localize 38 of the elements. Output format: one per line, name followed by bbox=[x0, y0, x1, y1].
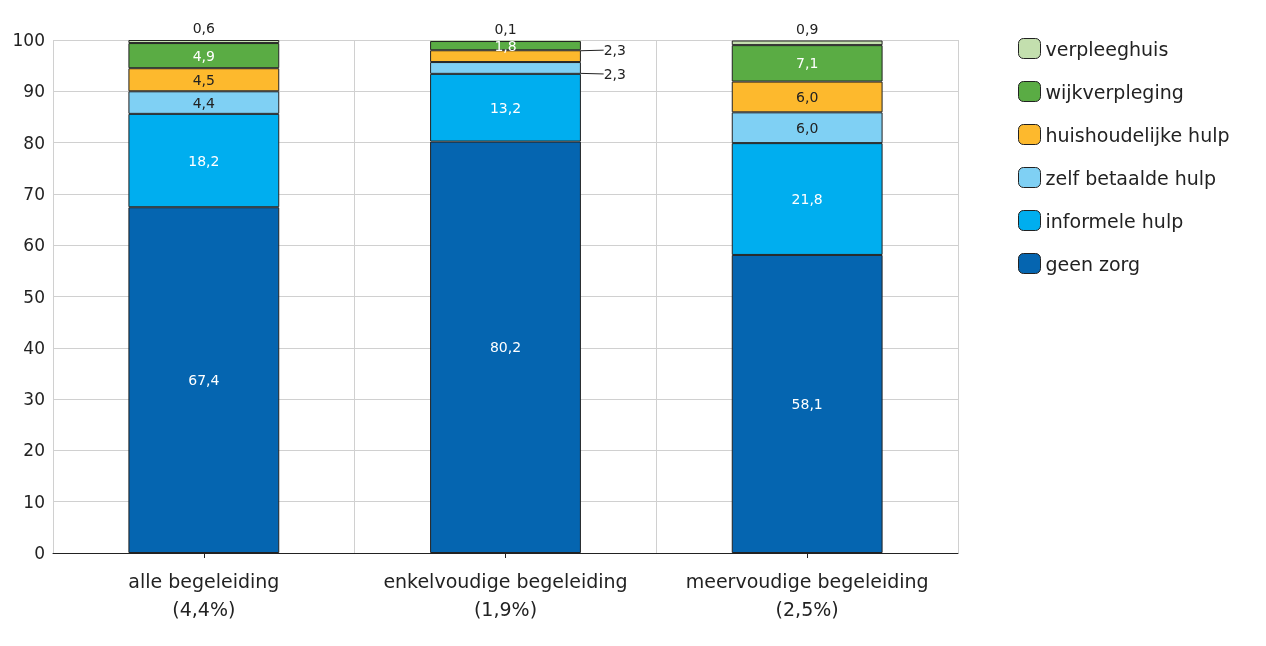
data-label: 0,9 bbox=[796, 20, 819, 37]
data-label: 67,4 bbox=[188, 372, 220, 389]
legend-label: zelf betaalde hulp bbox=[1045, 166, 1217, 189]
data-label: 1,8 bbox=[494, 37, 517, 54]
data-label: 6,0 bbox=[796, 119, 819, 136]
y-tick-label: 40 bbox=[23, 337, 45, 358]
y-tick-label: 90 bbox=[23, 81, 45, 102]
legend-label: wijkverpleging bbox=[1045, 80, 1184, 103]
x-tick-label: alle begeleiding (4,4%) bbox=[128, 570, 280, 620]
y-tick-label: 60 bbox=[23, 235, 45, 256]
y-tick-label: 30 bbox=[23, 389, 45, 410]
data-label: 21,8 bbox=[791, 191, 823, 208]
data-label: 80,2 bbox=[489, 339, 522, 356]
data-label: 7,1 bbox=[796, 55, 819, 72]
data-label: 6,0 bbox=[796, 88, 819, 105]
y-tick-label: 80 bbox=[23, 132, 45, 153]
legend-label: verpleeghuis bbox=[1045, 37, 1169, 60]
y-tick-label: 100 bbox=[12, 30, 45, 50]
data-label: 58,1 bbox=[791, 395, 823, 412]
x-tick-label: enkelvoudige begeleiding (1,9%) bbox=[383, 570, 628, 620]
y-tick-label: 50 bbox=[23, 286, 45, 307]
data-label: 13,2 bbox=[489, 99, 522, 116]
y-tick-label: 10 bbox=[23, 491, 45, 512]
legend-label: huishoudelijke hulp bbox=[1045, 123, 1230, 146]
data-label: 18,2 bbox=[188, 152, 220, 169]
data-label: 0,6 bbox=[192, 20, 216, 36]
data-label: 0,1 bbox=[494, 20, 517, 37]
data-label: 2,3 bbox=[603, 65, 626, 82]
y-tick-label: 70 bbox=[23, 183, 45, 204]
legend-label: informele hulp bbox=[1045, 209, 1184, 232]
data-label: 2,3 bbox=[603, 42, 626, 59]
data-label: 4,4 bbox=[192, 94, 216, 111]
legend-label: geen zorg bbox=[1045, 252, 1141, 275]
data-label: 4,9 bbox=[192, 47, 215, 64]
y-tick-label: 20 bbox=[23, 440, 45, 461]
data-label: 4,5 bbox=[192, 71, 215, 88]
y-tick-label: 0 bbox=[34, 543, 45, 563]
x-tick-label: meervoudige begeleiding (2,5%) bbox=[685, 570, 929, 620]
